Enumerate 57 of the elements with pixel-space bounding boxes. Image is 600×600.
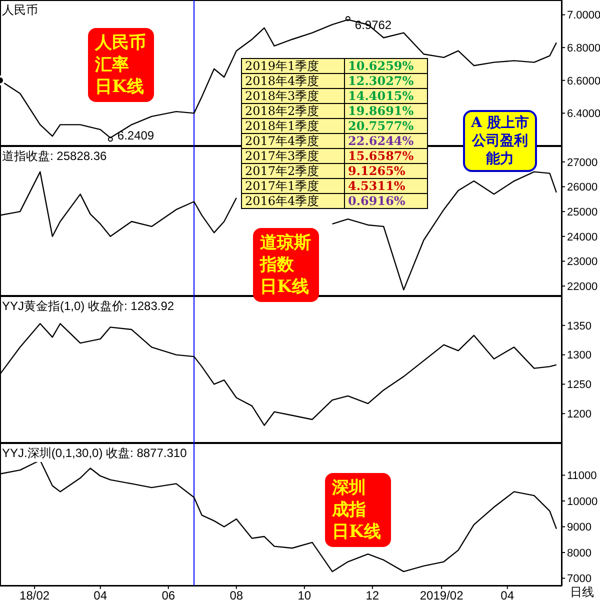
text: 9.1265% bbox=[348, 164, 406, 178]
y-tick-label: 6.6000 bbox=[567, 75, 600, 88]
category-label: 2018年2季度 bbox=[242, 104, 344, 118]
y-tick-label: 1300 bbox=[567, 350, 592, 362]
category-label: 2017年2季度 bbox=[242, 164, 344, 178]
x-tick-label: 2019/02 bbox=[420, 588, 464, 600]
x-tick-label: 04 bbox=[94, 588, 108, 600]
y-tick-label: 1200 bbox=[567, 408, 592, 421]
y-tick-label: 6.4000 bbox=[567, 108, 600, 120]
x-tick-label: 08 bbox=[230, 588, 244, 600]
y-tick-label: 7.0000 bbox=[567, 10, 600, 22]
category-label: 2019年1季度 bbox=[242, 58, 344, 74]
chart-title: 人民币 bbox=[2, 2, 38, 19]
x-axis-title: 日线 bbox=[570, 584, 594, 600]
y-tick-label: 9000 bbox=[567, 522, 592, 534]
y-tick-label: 25000 bbox=[567, 206, 598, 218]
chart-title: YYJ.深圳(0,1,30,0) 收盘: 8877.310 bbox=[2, 445, 187, 462]
y-tick-label: 27000 bbox=[567, 156, 598, 169]
text: A 股上市公司盈利能力 bbox=[463, 110, 537, 172]
text: 4.5311% bbox=[348, 179, 406, 193]
y-tick-label: 26000 bbox=[567, 182, 598, 194]
y-tick-label: 24000 bbox=[567, 231, 598, 244]
y-tick-label: 7000 bbox=[567, 573, 592, 586]
annotation: 深圳成指日K线 bbox=[332, 477, 382, 543]
category-label: 2017年1季度 bbox=[242, 178, 344, 194]
annotation: 人民币汇率日K线 bbox=[95, 32, 147, 98]
category-label: 2017年4季度 bbox=[242, 134, 344, 148]
x-tick-label: 06 bbox=[162, 588, 176, 600]
y-tick-label: 8000 bbox=[567, 547, 592, 560]
text: 15.6587% bbox=[348, 149, 414, 163]
y-tick-label: 11000 bbox=[567, 470, 597, 482]
y-tick-label: 10000 bbox=[567, 496, 598, 508]
y-tick-label: 23000 bbox=[567, 256, 598, 268]
annotation: 6.2409 bbox=[117, 128, 154, 143]
text: 10.6259% bbox=[348, 59, 414, 73]
category-label: 2018年4季度 bbox=[242, 74, 344, 88]
text: 12.3027% bbox=[348, 74, 414, 88]
text: 20.7577% bbox=[348, 119, 414, 133]
y-tick-label: 1250 bbox=[567, 379, 592, 392]
chart-title: YYJ黄金指(1,0) 收盘价: 1283.92 bbox=[2, 298, 174, 315]
x-tick-label: 18/02 bbox=[20, 588, 50, 600]
annotation: 道琼斯指数日K线 bbox=[260, 232, 312, 298]
y-tick-label: 1350 bbox=[567, 320, 592, 332]
y-tick-label: 6.8000 bbox=[567, 42, 600, 54]
y-tick-label: 22000 bbox=[567, 280, 598, 293]
text: 22.6244% bbox=[348, 134, 414, 148]
x-tick-label: 12 bbox=[366, 588, 380, 600]
text: 14.4015% bbox=[348, 89, 414, 103]
category-label: 2016年4季度 bbox=[242, 194, 344, 208]
x-tick-label: 10 bbox=[298, 588, 312, 600]
text: 0.6916% bbox=[348, 194, 406, 208]
chart-title: 道指收盘: 25828.36 bbox=[2, 148, 107, 165]
text: 19.8691% bbox=[348, 104, 414, 118]
category-label: 2018年3季度 bbox=[242, 88, 344, 104]
category-label: 2018年1季度 bbox=[242, 118, 344, 134]
x-tick-label: 04 bbox=[500, 588, 514, 600]
category-label: 2017年3季度 bbox=[242, 148, 344, 164]
